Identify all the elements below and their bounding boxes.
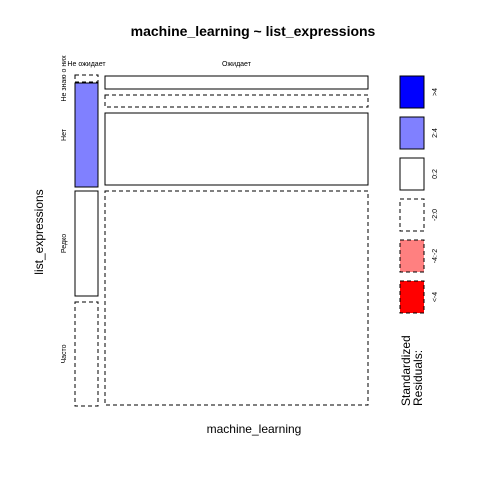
mosaic-tile-1-2 (104, 112, 369, 186)
chart-title: machine_learning ~ list_expressions (131, 23, 376, 39)
mosaic-tile-1-1 (104, 94, 369, 108)
legend-swatch-0 (399, 75, 425, 109)
x-category-labels: Не ожидает Ожидает (67, 61, 251, 68)
legend-swatch-5 (399, 280, 425, 314)
y-category-label-3: Часто (61, 344, 68, 363)
mosaic-tile-0-0 (74, 74, 99, 83)
mosaic-tile-1-3 (104, 190, 369, 406)
legend-swatch-1 (399, 116, 425, 150)
y-axis-title: list_expressions (32, 189, 46, 274)
y-category-label-0: Не знаю о них (61, 55, 68, 102)
mosaic-tile-0-3 (74, 301, 99, 407)
x-category-label-0: Не ожидает (67, 61, 106, 68)
legend-swatch-4 (399, 239, 425, 273)
legend-swatch-2 (399, 157, 425, 191)
mosaic-tiles (74, 74, 369, 407)
mosaic-tile-0-1 (74, 82, 99, 188)
x-category-label-1: Ожидает (222, 61, 252, 68)
legend-label-0: >4 (432, 88, 439, 96)
legend-label-2: 0:2 (432, 169, 439, 179)
legend-label-1: 2:4 (432, 128, 439, 138)
legend-label-5: <-4 (432, 292, 439, 302)
legend-title: Standardized Residuals: (399, 332, 425, 406)
legend-label-3: -2:0 (432, 209, 439, 221)
y-category-label-2: Редко (61, 234, 68, 253)
y-category-label-1: Нет (61, 128, 68, 141)
mosaic-tile-0-2 (74, 190, 99, 297)
x-axis-title: machine_learning (207, 422, 302, 436)
mosaic-tile-1-0 (104, 75, 369, 90)
legend-swatch-3 (399, 198, 425, 232)
legend-title-line-1: Standardized (399, 335, 413, 406)
legend: >4 2:4 0:2 -2:0 -4:-2 <-4 (399, 75, 439, 314)
legend-title-line-2: Residuals: (411, 350, 425, 406)
legend-label-4: -4:-2 (432, 249, 439, 264)
y-category-labels: Не знаю о них Нет Редко Часто (61, 55, 68, 364)
